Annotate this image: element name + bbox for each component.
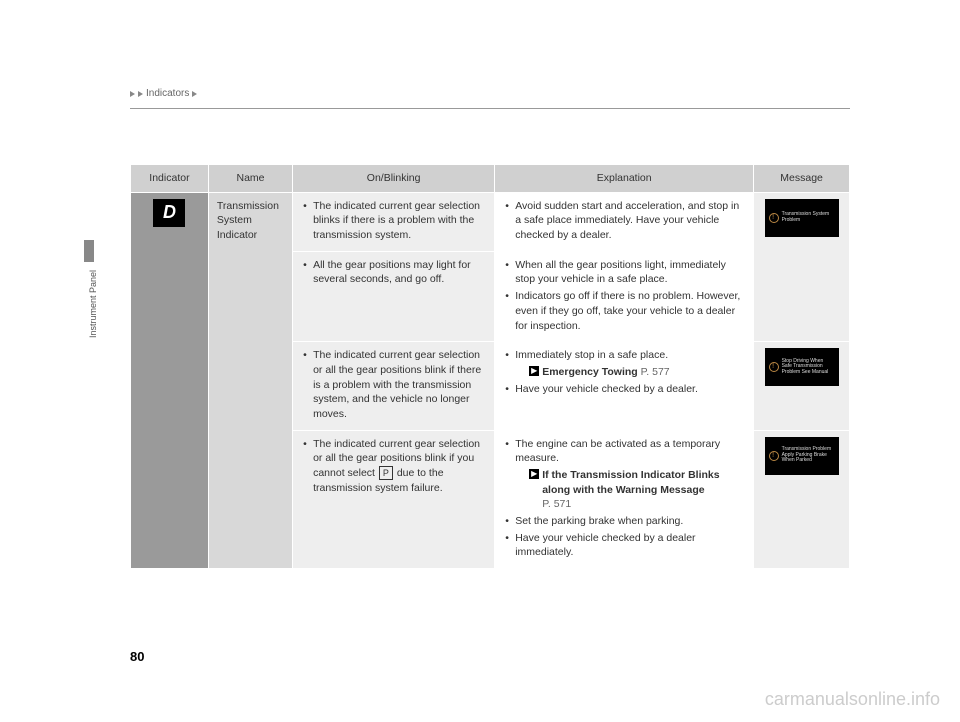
nav-triangle-icon xyxy=(192,91,197,97)
cross-reference: ▶ Emergency Towing P. 577 xyxy=(515,365,745,380)
list-item: The indicated current gear selection or … xyxy=(301,348,486,421)
list-item: Avoid sudden start and acceleration, and… xyxy=(503,199,745,243)
message-cell: Transmission Problem Apply Parking Brake… xyxy=(754,430,850,569)
cross-reference: ▶ If the Transmission Indicator Blinks a… xyxy=(515,468,745,512)
breadcrumb: Indicators xyxy=(130,88,197,99)
ref-arrow-icon: ▶ xyxy=(529,469,539,479)
side-tab xyxy=(84,240,94,262)
list-item: The indicated current gear selection or … xyxy=(301,437,486,496)
th-name: Name xyxy=(208,165,292,193)
list-item: Immediately stop in a safe place. ▶ Emer… xyxy=(503,348,745,379)
gear-d-icon: D xyxy=(153,199,185,227)
list-item: When all the gear positions light, immed… xyxy=(503,258,745,287)
message-display: Stop Driving When Safe Transmission Prob… xyxy=(765,348,839,386)
th-onblink: On/Blinking xyxy=(293,165,495,193)
explanation-cell: When all the gear positions light, immed… xyxy=(495,251,754,341)
list-item: Set the parking brake when parking. xyxy=(503,514,745,529)
message-text: Transmission System Problem xyxy=(782,212,835,223)
ref-label: Emergency Towing xyxy=(542,366,638,378)
watermark: carmanualsonline.info xyxy=(765,689,940,710)
ref-arrow-icon: ▶ xyxy=(529,366,539,376)
name-cell: Transmission System Indicator xyxy=(208,192,292,568)
ref-page: P. 577 xyxy=(641,366,670,378)
onblink-cell: The indicated current gear selection or … xyxy=(293,430,495,569)
message-text: Transmission Problem Apply Parking Brake… xyxy=(782,447,835,464)
onblink-cell: All the gear positions may light for sev… xyxy=(293,251,495,341)
side-section-label: Instrument Panel xyxy=(88,270,98,338)
list-item: The engine can be activated as a tempora… xyxy=(503,437,745,512)
indicators-table: Indicator Name On/Blinking Explanation M… xyxy=(130,164,850,569)
message-cell: Transmission System Problem xyxy=(754,192,850,342)
warning-icon xyxy=(769,213,779,223)
message-text: Stop Driving When Safe Transmission Prob… xyxy=(782,359,835,376)
p-gear-box: P xyxy=(379,466,393,480)
list-item: Indicators go off if there is no problem… xyxy=(503,289,745,333)
list-item: All the gear positions may light for sev… xyxy=(301,258,486,287)
ref-page: P. 571 xyxy=(542,498,571,510)
ref-label: If the Transmission Indicator Blinks alo… xyxy=(542,469,719,496)
explanation-cell: Immediately stop in a safe place. ▶ Emer… xyxy=(495,342,754,430)
indicator-cell: D xyxy=(131,192,209,568)
explanation-cell: Avoid sudden start and acceleration, and… xyxy=(495,192,754,251)
list-item: The indicated current gear selection bli… xyxy=(301,199,486,243)
explanation-cell: The engine can be activated as a tempora… xyxy=(495,430,754,569)
warning-icon xyxy=(769,451,779,461)
message-display: Transmission Problem Apply Parking Brake… xyxy=(765,437,839,475)
page-number: 80 xyxy=(130,649,144,664)
table-row: D Transmission System Indicator The indi… xyxy=(131,192,850,251)
th-message: Message xyxy=(754,165,850,193)
list-item: Have your vehicle checked by a dealer. xyxy=(503,382,745,397)
nav-triangle-icon xyxy=(130,91,135,97)
onblink-cell: The indicated current gear selection or … xyxy=(293,342,495,430)
message-display: Transmission System Problem xyxy=(765,199,839,237)
message-cell: Stop Driving When Safe Transmission Prob… xyxy=(754,342,850,430)
header-divider xyxy=(130,108,850,109)
onblink-cell: The indicated current gear selection bli… xyxy=(293,192,495,251)
nav-text: Indicators xyxy=(146,88,189,99)
list-item: Have your vehicle checked by a dealer im… xyxy=(503,531,745,560)
th-indicator: Indicator xyxy=(131,165,209,193)
nav-triangle-icon xyxy=(138,91,143,97)
th-explanation: Explanation xyxy=(495,165,754,193)
warning-icon xyxy=(769,362,779,372)
